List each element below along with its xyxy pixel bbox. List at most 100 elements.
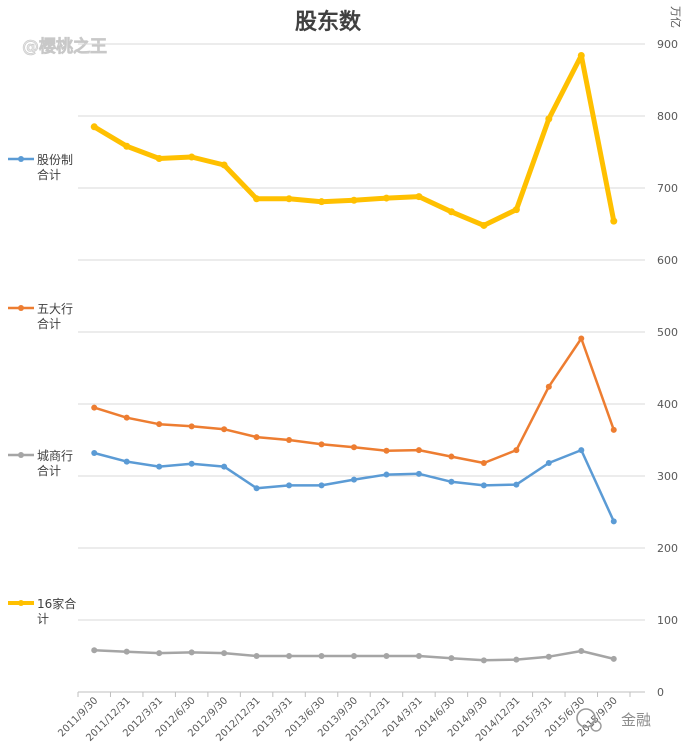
data-point (221, 650, 228, 657)
data-point (578, 647, 585, 654)
data-point (155, 154, 163, 162)
data-point (286, 437, 293, 443)
gridlines (78, 43, 645, 621)
series-group (91, 447, 617, 525)
y-tick-label: 100 (657, 614, 678, 627)
data-point (545, 115, 553, 123)
data-point (382, 194, 390, 202)
data-point (383, 447, 390, 454)
data-point (448, 453, 455, 460)
data-point (512, 206, 520, 214)
data-point (156, 463, 163, 470)
data-point (415, 653, 422, 659)
data-point (221, 426, 228, 433)
y-tick-label: 300 (657, 470, 678, 483)
data-point (448, 478, 455, 485)
data-point (123, 648, 130, 655)
x-axis (77, 691, 645, 697)
data-point (513, 447, 520, 454)
data-point (351, 476, 357, 483)
y-axis-unit-label: 万亿 (669, 6, 682, 28)
data-point (610, 655, 617, 662)
data-point (447, 208, 455, 216)
data-point (513, 481, 520, 488)
data-point (253, 434, 260, 441)
data-point (90, 123, 98, 131)
data-point (578, 447, 585, 454)
y-tick-label: 0 (657, 686, 664, 699)
data-point (415, 470, 422, 477)
data-point (286, 482, 293, 489)
y-tick-label: 700 (657, 182, 678, 195)
data-point (480, 482, 487, 489)
data-point (221, 463, 228, 470)
data-point (545, 383, 552, 390)
data-point (480, 221, 488, 229)
legend-label: 合计 (37, 167, 61, 182)
data-point (545, 460, 552, 467)
brand-logo: 金融 (576, 708, 651, 732)
data-point (318, 653, 325, 659)
data-point (123, 414, 130, 421)
y-tick-label: 500 (657, 326, 678, 339)
data-point (513, 656, 520, 663)
y-tick-label: 900 (657, 38, 678, 51)
data-point (220, 161, 228, 169)
series-group (91, 647, 617, 664)
data-point (480, 657, 487, 664)
data-point (123, 458, 130, 465)
data-point (156, 421, 163, 428)
data-point (286, 653, 293, 659)
series-group (90, 52, 618, 229)
data-point (253, 195, 261, 203)
legend-swatch-marker (18, 452, 24, 458)
data-point (350, 196, 358, 204)
series-layer (90, 52, 618, 664)
data-point (448, 655, 455, 662)
data-point (610, 217, 618, 225)
legend-label: 股份制 (37, 153, 73, 167)
y-tick-label: 800 (657, 110, 678, 123)
data-point (91, 404, 98, 411)
data-point (188, 153, 196, 161)
legend-label: 16家合 (37, 596, 76, 611)
data-point (188, 460, 195, 467)
data-point (318, 482, 325, 489)
legend-label: 城商行 (37, 448, 73, 463)
legend-label: 五大行 (37, 302, 73, 316)
data-point (577, 52, 585, 60)
data-point (351, 653, 357, 659)
legend-swatch-marker (18, 156, 24, 162)
y-tick-label: 200 (657, 542, 678, 555)
legend-label: 计 (37, 612, 49, 626)
data-point (480, 460, 487, 467)
data-point (351, 444, 357, 451)
data-point (383, 653, 390, 659)
legend-label: 合计 (37, 316, 61, 331)
data-point (285, 195, 293, 203)
series-line (92, 448, 616, 523)
data-point (318, 198, 326, 206)
legend-swatch-marker (18, 305, 24, 311)
series-group (91, 335, 617, 467)
data-point (123, 142, 131, 150)
data-point (415, 193, 423, 201)
chart-title: 股东数 (295, 9, 362, 35)
data-point (545, 653, 552, 660)
data-point (253, 485, 260, 492)
y-tick-label: 400 (657, 398, 678, 411)
legend-label: 合计 (37, 463, 61, 478)
data-point (91, 647, 98, 654)
legend-swatch-marker (18, 600, 24, 606)
data-point (188, 423, 195, 430)
data-point (383, 471, 390, 478)
data-point (91, 449, 98, 456)
data-point (415, 447, 422, 454)
wechat-logo-dot-icon (590, 720, 602, 732)
data-point (188, 649, 195, 656)
wechat-logo-icon (576, 708, 596, 728)
data-point (578, 335, 585, 342)
watermark-text: @樱桃之王 (22, 36, 107, 57)
